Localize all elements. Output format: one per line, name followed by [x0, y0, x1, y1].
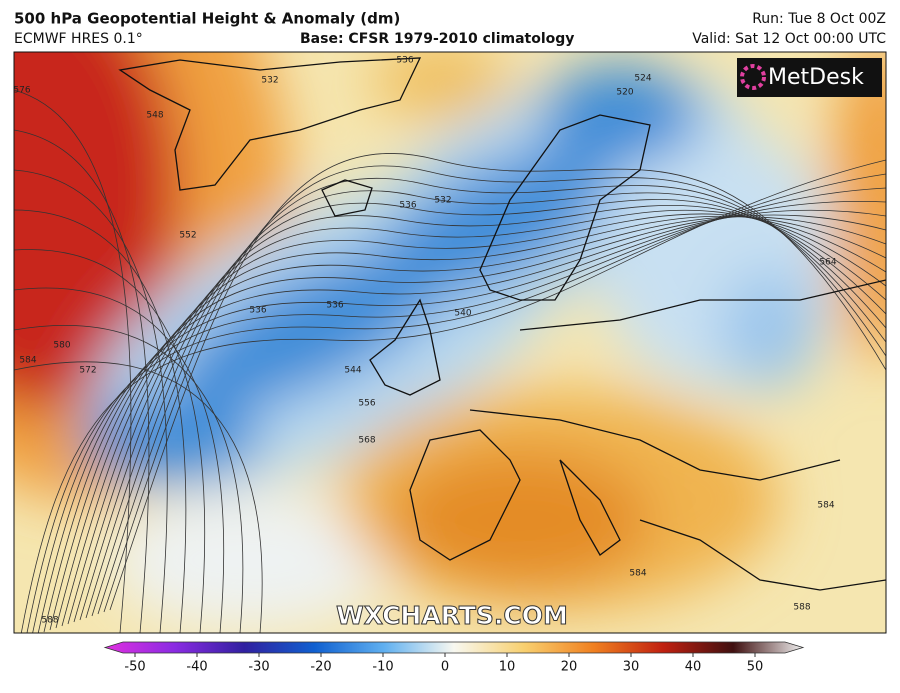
- contour-label: 584: [817, 501, 834, 511]
- colorbar-tick-label: 10: [499, 660, 516, 675]
- contour-line: [73, 209, 886, 623]
- colorbar-tick-label: -50: [124, 660, 145, 675]
- colorbar-tick-label: -10: [372, 660, 393, 675]
- contour-label: 572: [79, 366, 96, 376]
- height-contours: [14, 89, 886, 633]
- map-title: 500 hPa Geopotential Height & Anomaly (d…: [14, 10, 400, 28]
- watermark: WXCHARTS.COM: [336, 601, 568, 630]
- contour-label: 536: [249, 306, 266, 316]
- contour-labels: 532 536 548 552 576 584 580 572 536 536 536 532 540 5…: [13, 56, 837, 626]
- contour-line: [61, 215, 886, 627]
- map-area: 532 536 548 552 576 584 580 572 536 536 536 532 540 5…: [13, 52, 886, 633]
- contour-label: 584: [629, 569, 646, 579]
- contour-line: [14, 169, 168, 633]
- logo-box: [737, 58, 882, 97]
- contour-line: [97, 178, 886, 615]
- colorbar-tick-label: -40: [186, 660, 207, 675]
- valid-time: Valid: Sat 12 Oct 00:00 UTC: [692, 31, 886, 47]
- contour-line: [67, 213, 886, 625]
- logo-icon: [740, 64, 766, 90]
- contour-label: 532: [261, 76, 278, 86]
- model-name: ECMWF HRES 0.1°: [14, 31, 143, 47]
- colorbar-tick-label: 0: [441, 660, 449, 675]
- contour-label: 536: [396, 56, 413, 66]
- climatology-base: Base: CFSR 1979-2010 climatology: [300, 31, 574, 47]
- contour-label: 532: [434, 196, 451, 206]
- colorbar-tick-label: 50: [747, 660, 764, 675]
- contour-line: [109, 153, 886, 611]
- contour-label: 524: [634, 74, 651, 84]
- contour-line: [49, 214, 886, 631]
- contour-label: 536: [326, 301, 343, 311]
- contour-line: [14, 249, 206, 633]
- contour-label: 580: [53, 341, 70, 351]
- contour-line: [32, 187, 886, 633]
- contour-line: [14, 129, 150, 633]
- contour-label: 520: [616, 88, 633, 98]
- contour-line: [14, 287, 225, 633]
- contour-line: [79, 204, 886, 621]
- contour-label: 564: [819, 258, 836, 268]
- contour-line: [37, 200, 886, 633]
- contour-line: [14, 209, 187, 633]
- contour-label: 552: [179, 231, 196, 241]
- colorbar-scale: [103, 641, 805, 654]
- contour-line: [14, 89, 132, 633]
- contour-line: [14, 361, 263, 633]
- map-frame: [13, 51, 887, 634]
- contour-label: 588: [793, 603, 810, 613]
- contour-label: 588: [41, 616, 58, 626]
- colorbar-tick-label: 30: [623, 660, 640, 675]
- run-time: Run: Tue 8 Oct 00Z: [752, 11, 886, 27]
- contour-line: [26, 173, 886, 633]
- logo-text: MetDesk: [768, 65, 864, 90]
- colorbar-tick-label: 20: [561, 660, 578, 675]
- contour-line: [55, 216, 886, 629]
- colorbar-tick-label: -30: [248, 660, 269, 675]
- contour-label: 556: [358, 399, 375, 409]
- contour-label: 584: [19, 356, 36, 366]
- contour-label: 540: [454, 309, 471, 319]
- coastlines: [118, 57, 886, 591]
- contour-line: [14, 325, 244, 633]
- contour-line: [91, 190, 886, 617]
- colorbar-tick-label: 40: [685, 660, 702, 675]
- colorbar: -50 -40 -30 -20 -10 0 10 20 30 40 50: [103, 641, 805, 675]
- contour-label: 568: [358, 436, 375, 446]
- contour-label: 548: [146, 111, 163, 121]
- contour-label: 576: [13, 86, 30, 96]
- contour-label: 544: [344, 366, 361, 376]
- contour-line: [43, 209, 886, 633]
- contour-line: [103, 165, 886, 613]
- contour-label: 536: [399, 201, 416, 211]
- colorbar-tick-label: -20: [310, 660, 331, 675]
